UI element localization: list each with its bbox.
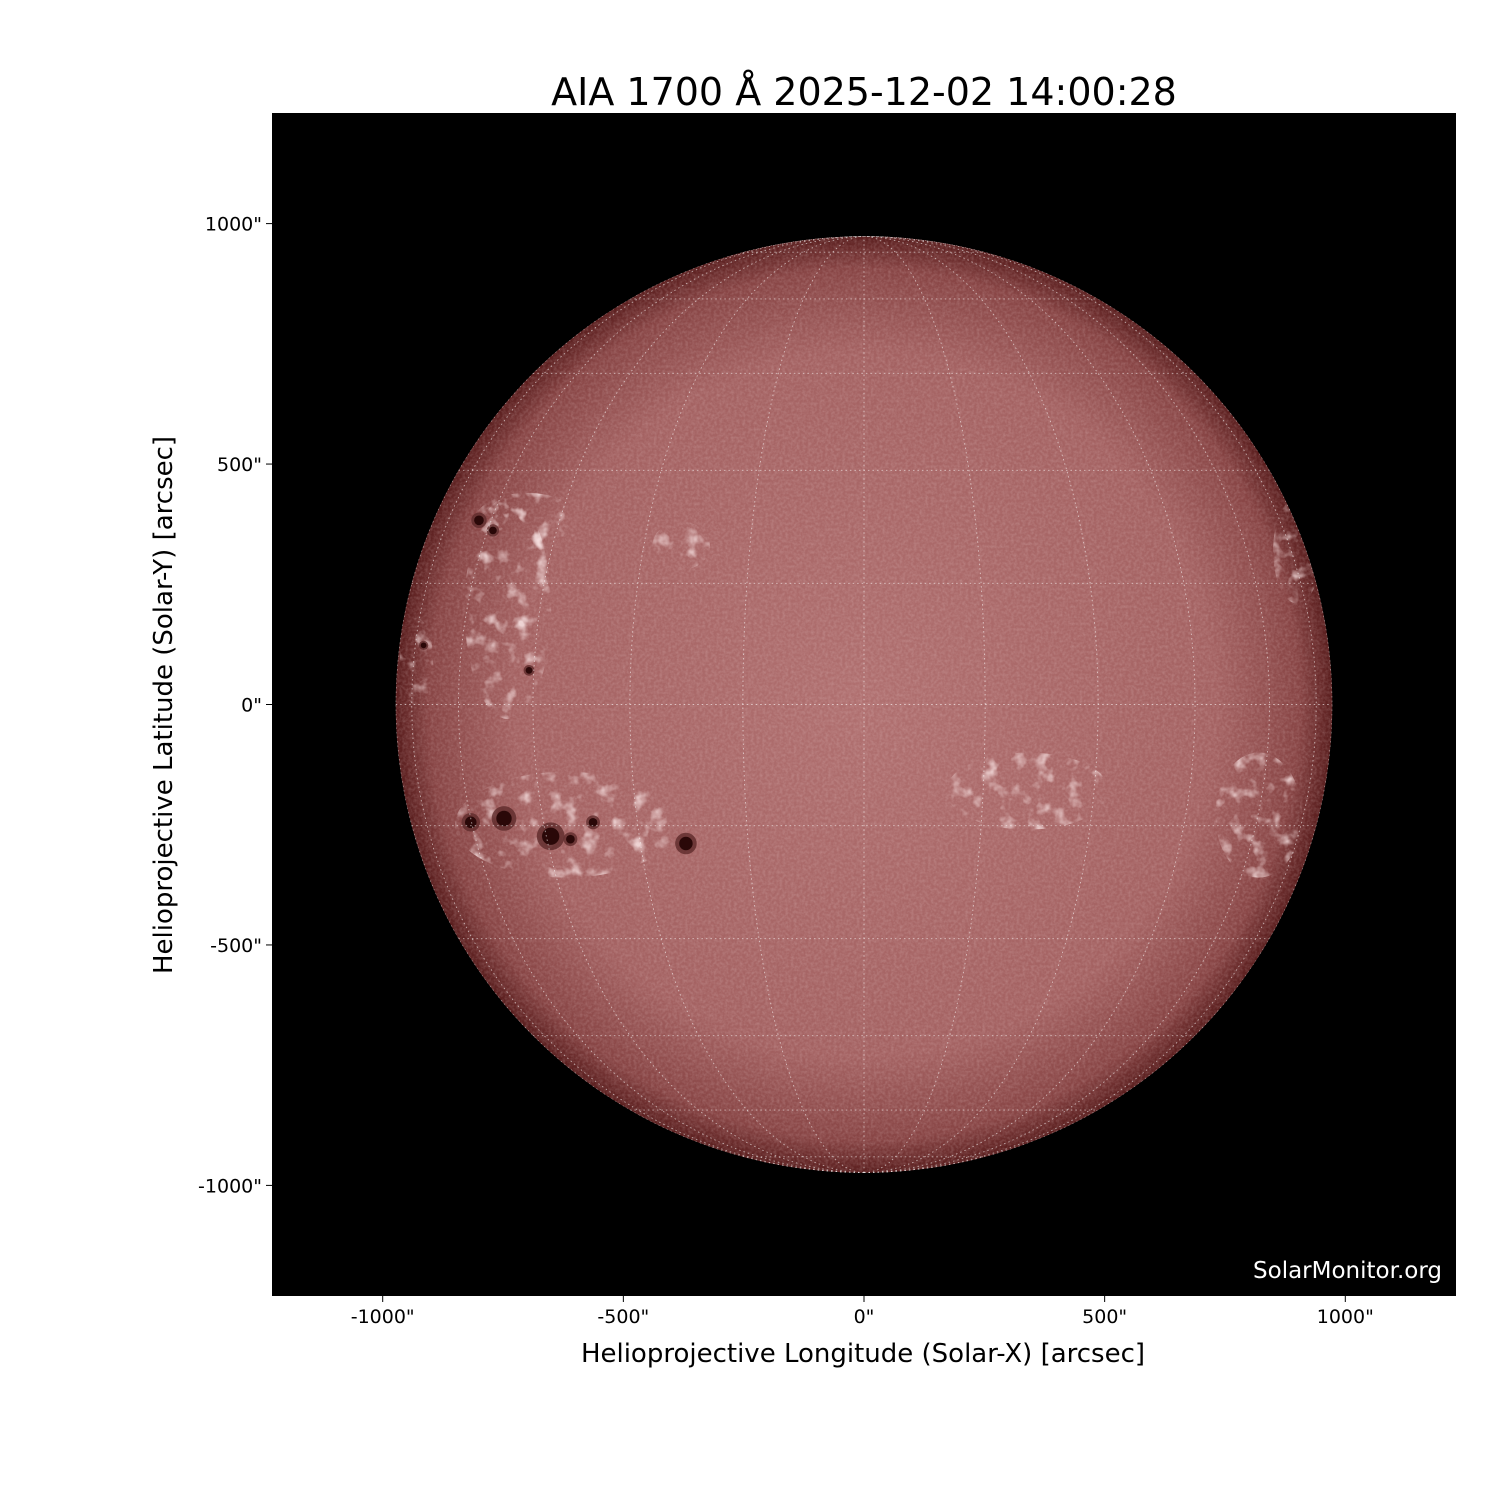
sunspot	[496, 810, 512, 827]
y-tick-label: -500"	[210, 935, 262, 957]
sunspot	[489, 526, 497, 535]
sunspot	[588, 817, 598, 827]
longitude-gridline	[863, 236, 1099, 1173]
sunspot	[525, 666, 533, 674]
sunspot	[542, 827, 560, 845]
x-tick-label: 0"	[854, 1306, 875, 1328]
sunspot	[679, 836, 693, 851]
plage-region	[1215, 752, 1302, 878]
chart-title: AIA 1700 Å 2025-12-02 14:00:28	[551, 70, 1177, 114]
sunspot	[465, 816, 477, 829]
longitude-gridline	[629, 236, 865, 1173]
y-axis-label: Helioprojective Latitude (Solar-Y) [arcs…	[149, 436, 179, 974]
x-tick-label: -500"	[597, 1306, 649, 1328]
sunspot	[474, 515, 484, 526]
sunspot	[420, 642, 427, 649]
plage-region	[652, 521, 710, 570]
watermark: SolarMonitor.org	[1253, 1258, 1442, 1284]
plage-region	[474, 492, 581, 551]
longitude-gridline	[742, 236, 865, 1173]
y-tick-label: 0"	[241, 695, 262, 717]
plage-region	[454, 771, 677, 878]
longitude-gridline	[863, 236, 1196, 1173]
sunspot	[566, 834, 575, 844]
longitude-gridline	[863, 236, 986, 1173]
solar-disk	[395, 236, 1333, 1173]
x-tick-label: 1000"	[1317, 1306, 1374, 1328]
x-tick-label: 500"	[1082, 1306, 1127, 1328]
y-tick-label: 500"	[217, 454, 262, 476]
y-tick-label: 1000"	[205, 214, 262, 236]
x-tick-label: -1000"	[351, 1306, 415, 1328]
longitude-gridline	[532, 236, 865, 1173]
y-tick-label: -1000"	[198, 1175, 262, 1197]
x-axis-label: Helioprojective Longitude (Solar-X) [arc…	[581, 1339, 1145, 1369]
plage-region	[399, 617, 434, 705]
disk-features	[395, 236, 1333, 1173]
plage-region	[945, 752, 1110, 830]
